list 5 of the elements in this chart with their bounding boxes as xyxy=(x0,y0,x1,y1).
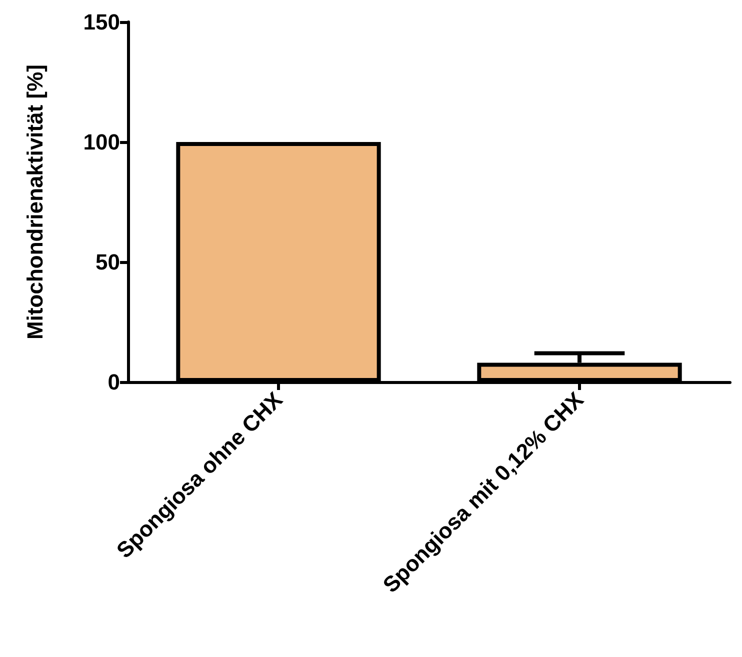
y-tick-label: 100 xyxy=(83,130,120,154)
y-tick-label: 50 xyxy=(96,250,120,274)
y-axis-title: Mitochondrienaktivität [%] xyxy=(22,64,48,340)
y-tick-label: 0 xyxy=(108,370,120,394)
y-tick-label: 150 xyxy=(83,10,120,34)
